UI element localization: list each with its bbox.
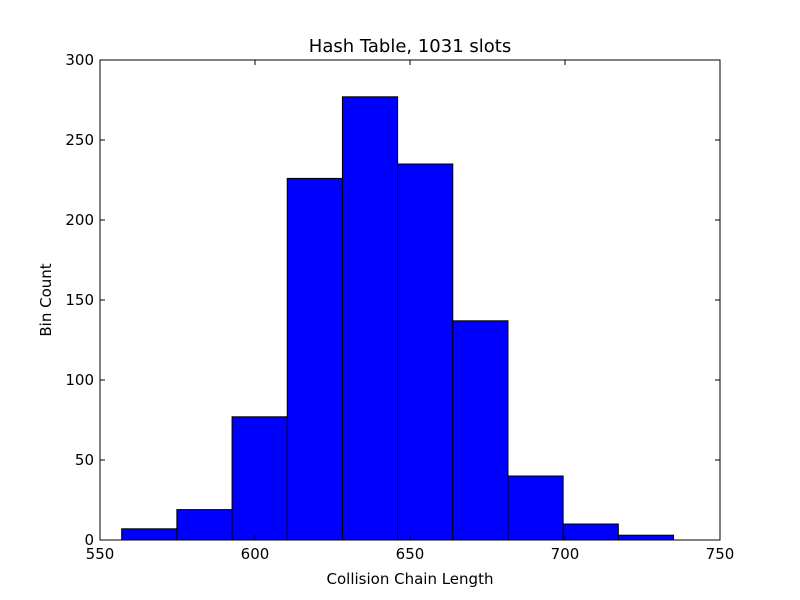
y-tick-label: 150 — [65, 291, 94, 309]
y-tick-label: 250 — [65, 131, 94, 149]
histogram-bar-7 — [452, 320, 509, 541]
histogram-bar-2 — [176, 509, 233, 541]
histogram-bar-5 — [341, 96, 399, 541]
histogram-bar-3 — [231, 416, 288, 541]
x-tick-label: 750 — [706, 545, 735, 563]
histogram-bar-8 — [507, 475, 564, 541]
chart-title: Hash Table, 1031 slots — [309, 36, 511, 57]
x-tick-label: 700 — [551, 545, 580, 563]
y-axis-label: Bin Count — [37, 263, 55, 336]
y-tick-label: 100 — [65, 371, 94, 389]
histogram-bar-4 — [286, 177, 343, 541]
x-tick-label: 550 — [86, 545, 115, 563]
y-tick-label: 0 — [84, 531, 94, 549]
ticks-layer: 550 600 650 700 750 0 50 100 150 200 250 300 — [65, 51, 734, 563]
bars-layer — [121, 96, 675, 541]
histogram-bar-10 — [617, 534, 675, 541]
y-tick-label: 50 — [75, 451, 94, 469]
x-tick-label: 600 — [241, 545, 270, 563]
histogram-bar-9 — [562, 523, 619, 541]
histogram-bar-6 — [397, 163, 454, 541]
histogram-bar-1 — [121, 528, 178, 541]
y-tick-label: 200 — [65, 211, 94, 229]
x-tick-label: 650 — [396, 545, 425, 563]
x-axis-label: Collision Chain Length — [327, 570, 494, 588]
y-tick-label: 300 — [65, 51, 94, 69]
